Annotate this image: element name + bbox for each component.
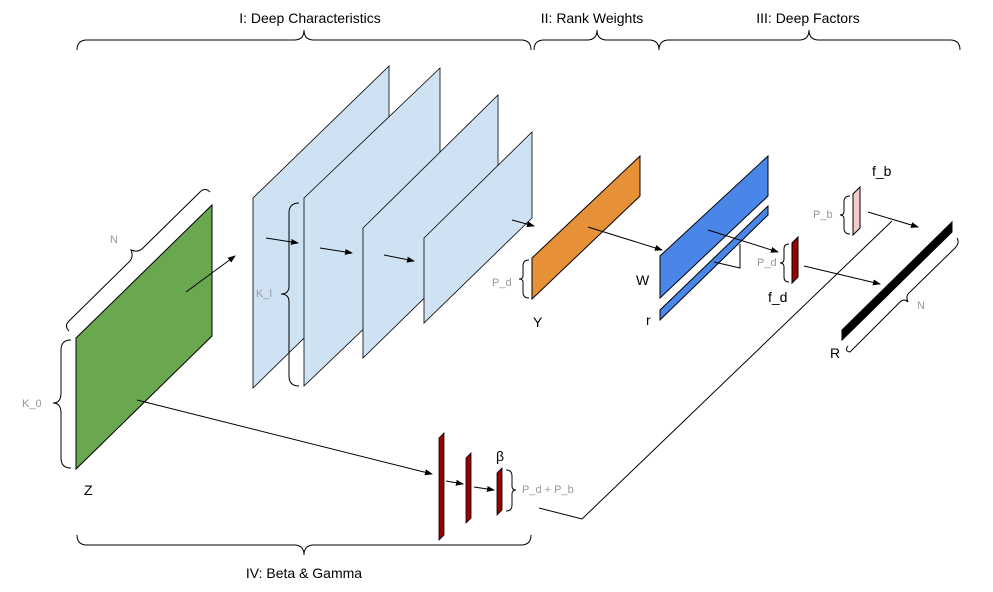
brace-deep-characteristics [76, 29, 532, 51]
r-output-bar [841, 220, 953, 342]
dim-pd-y: P_d [492, 277, 512, 289]
brace-rank-weights [533, 29, 660, 51]
brace-deep-factors [658, 29, 961, 51]
arrow-z-to-layer1 [185, 255, 236, 293]
z-input-plane [75, 203, 213, 471]
brace-pd-fd [779, 243, 790, 283]
arrow-beta2-to-beta [473, 485, 495, 492]
connector-r-to-w [713, 244, 741, 269]
r-output-label: R [830, 345, 840, 361]
brace-n-r [845, 237, 959, 353]
arrow-fd-to-r [803, 265, 881, 286]
arrow-beta1-to-beta2 [445, 479, 464, 486]
arrow-layer3-to-layer4 [383, 254, 415, 263]
f-d-vector [791, 235, 799, 285]
beta-layer-2 [465, 452, 472, 524]
arrow-y-to-w [587, 226, 663, 251]
z-label: Z [84, 482, 93, 498]
brace-pd-y [518, 259, 530, 299]
connector-beta-to-fb [538, 220, 893, 520]
brace-kl [280, 202, 300, 387]
beta-layer-1 [438, 432, 445, 541]
section-title-deep-characteristics: I: Deep Characteristics [239, 10, 381, 26]
brace-beta-gamma [76, 534, 532, 556]
arrow-w-to-fd [707, 229, 779, 253]
arrow-z-to-beta [136, 399, 433, 476]
y-rank-weights-plane [531, 154, 641, 301]
dim-pd-pb: P_d + P_b [522, 484, 574, 496]
dim-kl: K_l [256, 288, 272, 300]
brace-k0 [52, 339, 72, 469]
arrow-layer1-to-layer2 [265, 237, 299, 245]
beta-label: β [496, 448, 504, 464]
section-title-beta-gamma: IV: Beta & Gamma [246, 565, 362, 581]
dim-n-r: N [917, 300, 925, 312]
arrow-fb-to-r [867, 211, 919, 228]
f-b-label: f_b [872, 163, 892, 179]
brace-n-top [66, 189, 211, 332]
section-title-rank-weights: II: Rank Weights [541, 10, 643, 26]
r-strip [659, 204, 769, 322]
brace-pd-pb [505, 469, 517, 512]
beta-vector [496, 467, 503, 516]
dim-n-top: N [110, 234, 118, 246]
y-label: Y [533, 314, 543, 330]
brace-pb [839, 195, 851, 235]
dim-k0: K_0 [22, 398, 42, 410]
f-b-vector [852, 185, 861, 237]
dim-pd-fd: P_d [757, 257, 777, 269]
r-vector-label: r [646, 312, 651, 328]
arrow-layer2-to-layer3 [319, 247, 353, 255]
f-d-label: f_d [768, 289, 787, 305]
dim-pb: P_b [813, 209, 833, 221]
w-plane [659, 154, 769, 300]
arrow-layer4-to-y [511, 219, 535, 228]
section-title-deep-factors: III: Deep Factors [756, 10, 859, 26]
w-label: W [636, 272, 650, 288]
characteristic-layer-4 [423, 131, 533, 324]
